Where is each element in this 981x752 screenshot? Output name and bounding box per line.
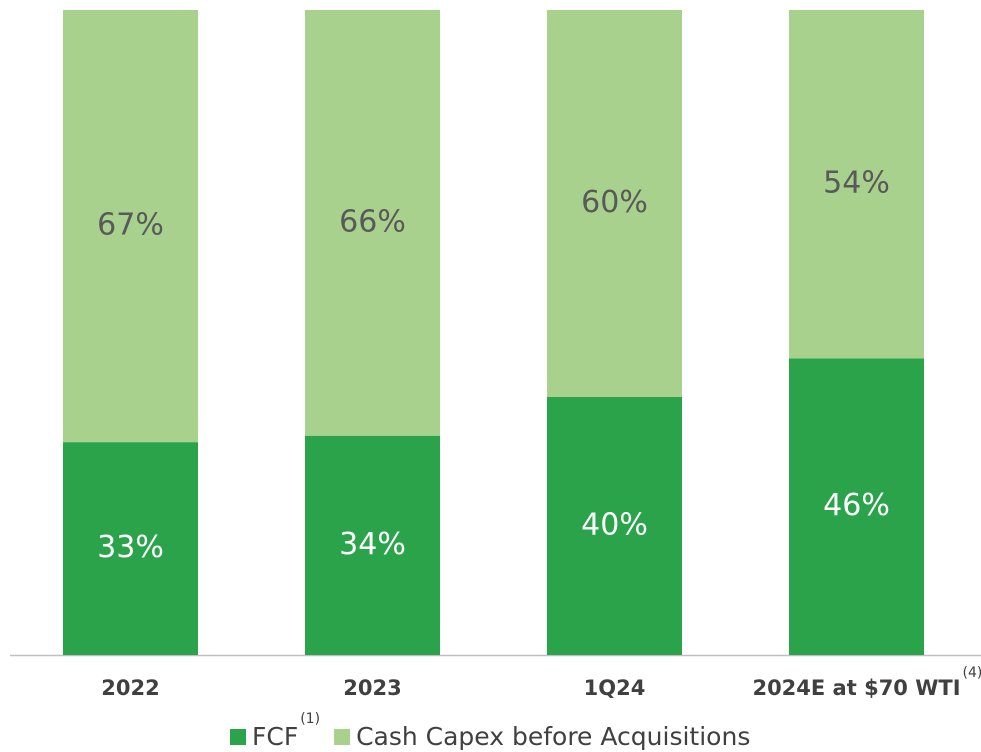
bar-segment xyxy=(547,10,682,397)
x-tick-label: 1Q24 xyxy=(584,676,646,700)
value-label: 33% xyxy=(97,530,164,565)
x-tick-footnote: (4) xyxy=(963,665,981,681)
bar-segment xyxy=(63,10,198,443)
x-tick-label: 2023 xyxy=(343,676,401,700)
legend-swatch xyxy=(334,729,351,745)
legend-label: Cash Capex before Acquisitions xyxy=(356,722,750,751)
legend-label: FCF xyxy=(252,722,298,751)
value-label: 54% xyxy=(823,166,890,201)
x-tick-label: 2024E at $70 WTI xyxy=(752,676,960,700)
bar-segment xyxy=(789,10,924,359)
value-label: 46% xyxy=(823,488,890,523)
value-label: 34% xyxy=(339,527,406,562)
bar-segment xyxy=(305,435,440,655)
legend-swatch xyxy=(230,729,246,745)
bar-segment xyxy=(63,442,198,655)
value-label: 60% xyxy=(581,185,648,220)
x-tick-label: 2022 xyxy=(101,676,159,700)
bar-segment xyxy=(789,358,924,655)
value-label: 66% xyxy=(339,204,406,239)
bar-segment xyxy=(305,10,440,436)
legend-footnote: (1) xyxy=(300,711,320,727)
bar-segment xyxy=(547,397,682,655)
value-label: 40% xyxy=(581,508,648,543)
value-label: 67% xyxy=(97,208,164,243)
